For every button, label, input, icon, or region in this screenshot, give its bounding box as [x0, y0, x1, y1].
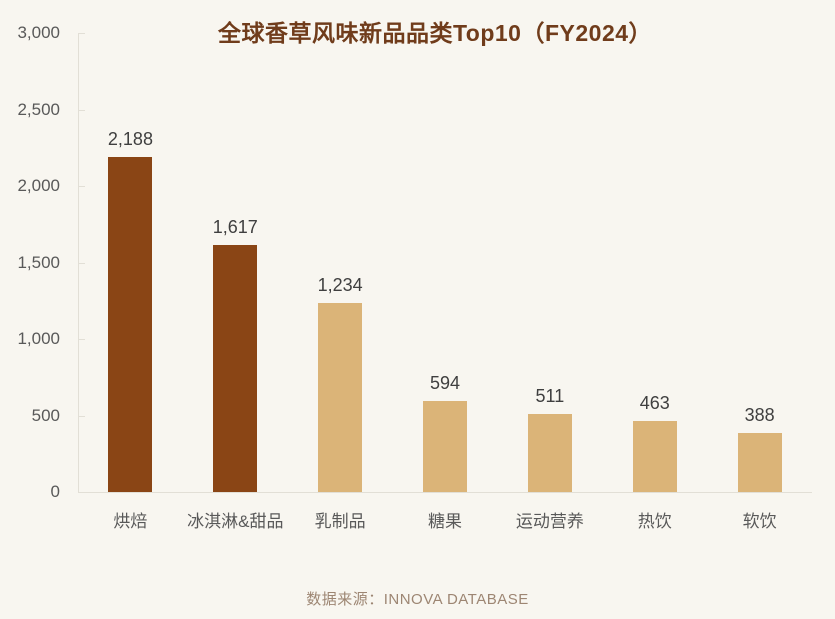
source-note: 数据来源：INNOVA DATABASE — [306, 591, 529, 608]
bar-group: 1,234 — [288, 33, 393, 492]
y-axis-tick-label: 0 — [50, 482, 60, 501]
x-axis-label: 热饮 — [637, 512, 672, 531]
x-axis-label: 软饮 — [742, 512, 777, 531]
bar-series: 2,188 1,617 1,234 594 511 463 388 — [78, 33, 812, 492]
x-axis-label: 运动营养 — [515, 512, 584, 531]
bar — [527, 413, 572, 492]
bar-group: 594 — [393, 33, 498, 492]
bar-value-label: 463 — [639, 393, 670, 414]
bar-group: 388 — [707, 33, 812, 492]
x-axis-label: 冰淇淋&甜品 — [187, 512, 284, 531]
bar — [737, 432, 782, 492]
y-axis-tick — [78, 492, 85, 493]
bar-group: 463 — [602, 33, 707, 492]
y-axis-tick — [78, 109, 85, 111]
y-axis-tick — [78, 339, 85, 340]
x-axis: 烘焙 冰淇淋&甜品 乳制品 糖果 运动营养 热饮 软饮 — [78, 507, 812, 537]
y-axis-tick-label: 2,000 — [17, 176, 60, 195]
bar-value-label: 511 — [535, 385, 565, 406]
y-axis-tick-label: 1,000 — [17, 329, 60, 348]
bar-group: 1,617 — [183, 33, 288, 492]
x-axis-label: 糖果 — [428, 512, 462, 531]
x-axis-label: 烘焙 — [113, 512, 148, 531]
bar-value-label: 1,617 — [212, 216, 258, 237]
y-axis-tick — [78, 262, 85, 264]
y-axis-tick-label: 2,500 — [17, 99, 60, 119]
bar-value-label: 1,234 — [317, 275, 363, 296]
bar-value-label: 388 — [744, 404, 775, 425]
plot-area: 0 500 1,000 1,500 2,000 2,500 3,000 2,188 1,617… — [17, 23, 812, 501]
y-axis-tick-label: 3,000 — [17, 23, 60, 42]
x-axis-label: 乳制品 — [314, 512, 366, 531]
bar — [423, 401, 467, 492]
bar-group: 2,188 — [78, 33, 183, 492]
x-axis-line — [78, 492, 812, 493]
bar-value-label: 594 — [429, 373, 461, 394]
y-axis-tick-label: 500 — [31, 405, 60, 425]
y-axis-tick — [78, 186, 85, 187]
chart-title: 全球香草风味新品品类Top10（FY2024） — [217, 20, 653, 46]
y-axis-tick — [78, 33, 85, 34]
y-axis-tick-label: 1,500 — [17, 252, 60, 272]
bar-group: 511 — [497, 33, 602, 492]
bar-value-label: 2,188 — [107, 129, 153, 150]
bar — [632, 421, 677, 492]
bar — [108, 157, 153, 492]
bar — [213, 244, 258, 492]
bar — [318, 303, 363, 492]
y-axis-tick — [78, 415, 85, 417]
